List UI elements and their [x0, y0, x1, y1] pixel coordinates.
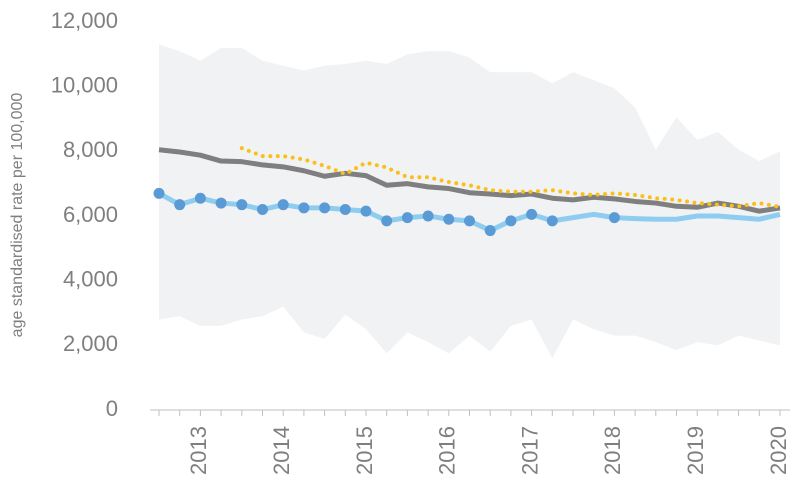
x-tick-label: 2016 — [435, 426, 460, 475]
range-band — [159, 44, 780, 359]
marker — [608, 212, 620, 224]
marker — [257, 204, 268, 216]
y-tick-label: 8,000 — [63, 137, 118, 162]
x-tick-label: 2019 — [683, 426, 708, 475]
x-tick-label: 2020 — [766, 426, 790, 475]
y-tick-label: 12,000 — [51, 8, 118, 33]
x-tick-label: 2015 — [352, 426, 377, 475]
x-tick-label: 2018 — [600, 426, 625, 475]
marker — [298, 202, 310, 214]
marker — [464, 215, 475, 227]
y-tick-label: 2,000 — [63, 331, 118, 356]
y-tick-label: 6,000 — [63, 202, 118, 227]
marker — [546, 215, 558, 227]
marker — [215, 197, 227, 209]
x-tick-label: 2013 — [186, 426, 211, 475]
marker — [319, 202, 331, 214]
marker — [174, 199, 186, 211]
x-tick-label: 2014 — [269, 426, 294, 475]
y-axis-title: age standardised rate per 100,000 — [9, 93, 26, 338]
marker — [381, 215, 393, 227]
line — [158, 147, 781, 214]
marker — [401, 212, 413, 224]
marker — [526, 208, 538, 220]
x-tick-label: 2017 — [517, 426, 542, 475]
marker — [277, 199, 289, 211]
marker — [422, 210, 434, 222]
y-tick-label: 10,000 — [51, 72, 118, 97]
marker — [505, 215, 517, 227]
y-tick-label: 0 — [106, 396, 118, 421]
marker — [484, 225, 496, 237]
marker — [153, 187, 165, 199]
y-tick-label: 4,000 — [63, 266, 118, 291]
marker — [443, 213, 455, 225]
marker — [194, 192, 206, 204]
marker — [360, 205, 372, 217]
marker — [236, 199, 248, 211]
marker — [339, 204, 351, 216]
